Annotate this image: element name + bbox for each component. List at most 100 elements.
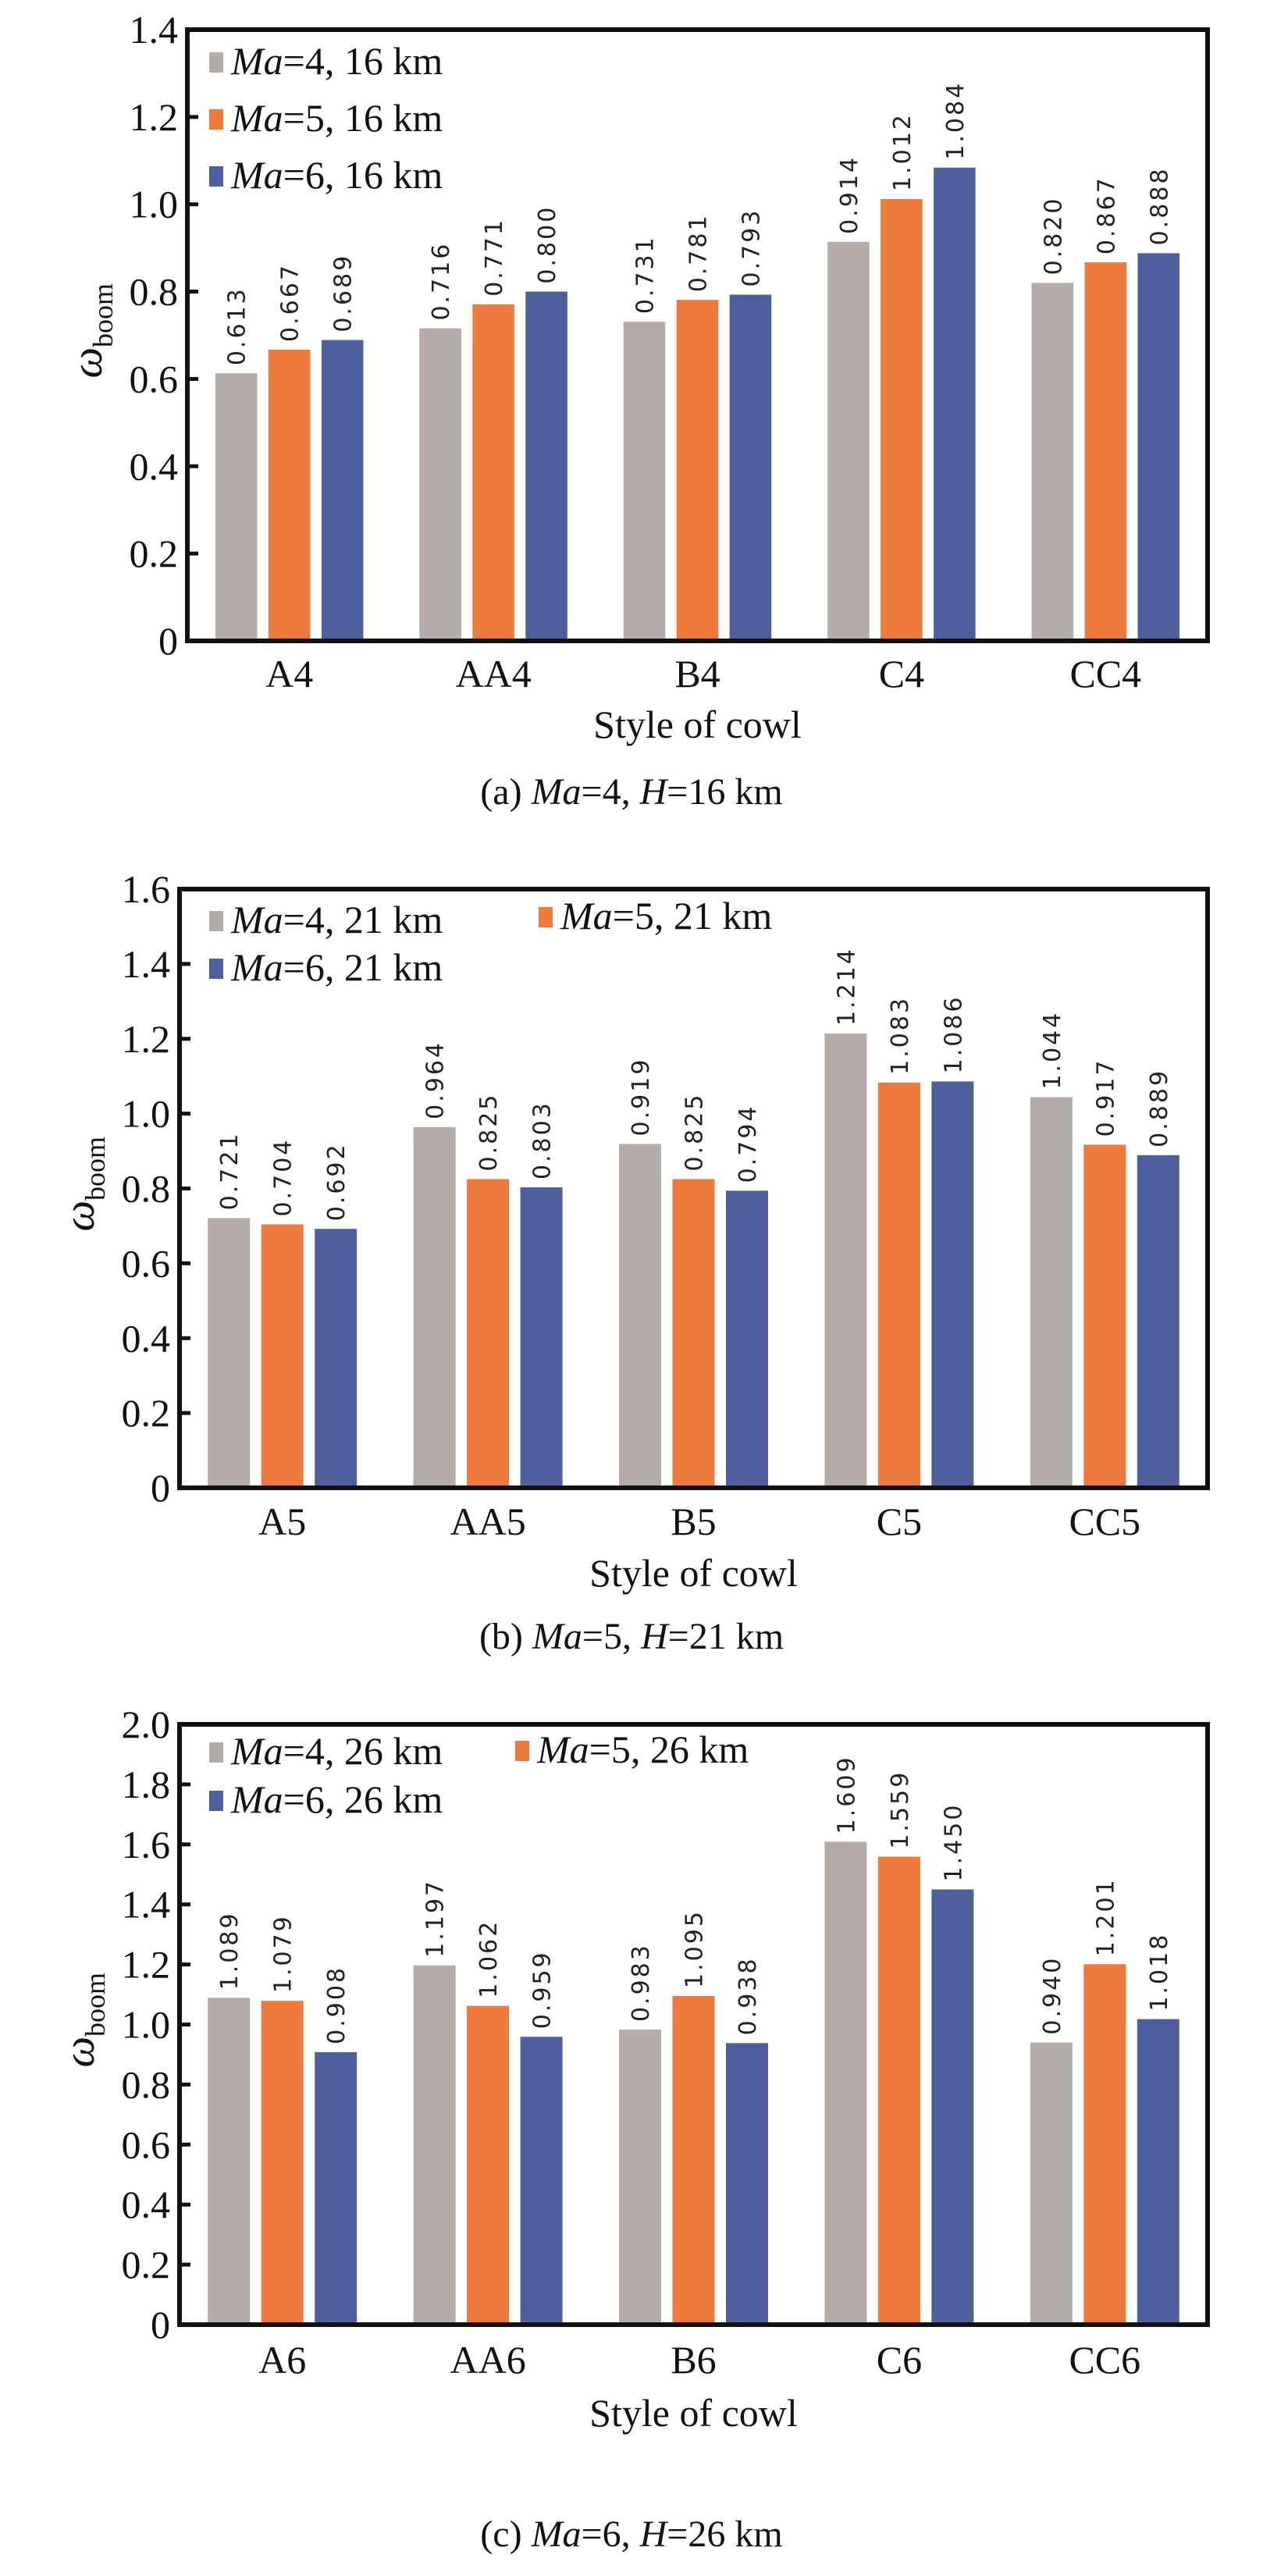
y-tick-label: 1.2 [122, 1017, 171, 1061]
y-axis-label: ωboom [55, 1973, 111, 2068]
bar [321, 340, 364, 641]
text-run: =6, 21 km [283, 945, 443, 989]
x-tick-label: B5 [671, 1500, 716, 1543]
bar [619, 2030, 662, 2325]
bar [931, 1081, 974, 1488]
text-run: =6, 16 km [283, 153, 443, 197]
data-label: 1.197 [422, 1879, 450, 1958]
data-label: 1.089 [216, 1911, 244, 1990]
data-label: 0.721 [216, 1131, 244, 1210]
bar [1083, 1144, 1126, 1488]
italic-run: Ma [531, 771, 582, 813]
data-label: 0.914 [836, 155, 863, 234]
y-tick-label: 0.8 [122, 1167, 171, 1211]
legend-label: Ma=4, 16 km [230, 39, 443, 83]
bar [729, 294, 772, 641]
bar [268, 349, 311, 641]
bar [261, 2001, 304, 2325]
bar [877, 1856, 920, 2325]
bar [525, 291, 567, 641]
data-label: 0.867 [1093, 176, 1120, 254]
x-tick-label: C6 [877, 2338, 922, 2382]
bar [472, 304, 514, 641]
bar [1031, 283, 1074, 641]
text-run: (b) [479, 1616, 532, 1657]
data-label: 0.613 [224, 286, 251, 365]
y-axis-subscript: boom [80, 1973, 111, 2037]
x-axis-label: Style of cowl [589, 2391, 798, 2435]
x-tick-label: A4 [265, 652, 313, 696]
bar [824, 1034, 867, 1488]
text-run: (a) [480, 771, 531, 813]
bar [1084, 262, 1127, 641]
bar [215, 373, 258, 641]
data-label: 1.086 [940, 995, 967, 1074]
italic-run: Ma [230, 1729, 283, 1773]
bar [881, 199, 923, 641]
data-label: 0.803 [529, 1101, 557, 1179]
italic-run: Ma [230, 945, 283, 989]
legend-label: Ma=5, 26 km [536, 1727, 749, 1771]
bar [619, 1144, 662, 1488]
bar [1137, 253, 1180, 641]
legend-swatch [539, 907, 553, 927]
data-label: 1.095 [681, 1909, 709, 1988]
data-label: 1.450 [940, 1803, 967, 1882]
legend-label: Ma=4, 21 km [230, 898, 443, 941]
legend-item: Ma=6, 26 km [209, 1777, 443, 1821]
italic-run: H [639, 771, 669, 813]
y-tick-label: 0 [151, 2303, 170, 2347]
bar [1083, 1964, 1126, 2325]
text-run: =5, 21 km [613, 894, 773, 938]
y-tick-label: 0 [158, 619, 178, 663]
x-tick-label: CC4 [1069, 652, 1141, 696]
panel-caption: (a) Ma=4, H=16 km [480, 771, 782, 813]
bar [467, 2005, 510, 2325]
legend-swatch [209, 1742, 223, 1763]
data-label: 0.908 [323, 1966, 350, 2044]
y-tick-label: 1.0 [130, 183, 179, 226]
x-tick-label: C4 [879, 652, 924, 696]
italic-run: Ma [230, 96, 283, 140]
x-tick-label: A5 [258, 1500, 306, 1543]
plot-frame [185, 27, 1210, 643]
data-label: 1.079 [270, 1914, 297, 1993]
legend-swatch [515, 1741, 529, 1761]
bar [934, 167, 976, 642]
bar [1030, 2042, 1073, 2325]
data-label: 1.083 [887, 996, 914, 1075]
text-run: =4, [582, 771, 640, 813]
bar [725, 2043, 768, 2325]
y-axis-label: ωboom [63, 283, 119, 379]
panel-caption: (c) Ma=6, H=26 km [480, 2514, 782, 2555]
y-tick-label: 1.0 [122, 2003, 171, 2047]
bar [676, 300, 719, 641]
legend-item: Ma=4, 16 km [209, 39, 443, 83]
legend-swatch [209, 52, 223, 73]
data-label: 0.820 [1040, 196, 1067, 275]
data-label: 1.084 [942, 81, 969, 160]
data-label: 0.889 [1146, 1069, 1173, 1147]
text-run: =5, [582, 1616, 641, 1657]
text-run: =4, 26 km [283, 1729, 443, 1773]
y-axis-subscript: boom [87, 283, 119, 347]
data-label: 0.692 [323, 1142, 350, 1221]
bar [413, 1965, 456, 2325]
bar [1137, 1155, 1179, 1488]
y-tick-label: 1.2 [122, 1943, 171, 1987]
legend-swatch [209, 911, 223, 931]
data-label: 0.781 [685, 213, 713, 292]
bar [315, 2051, 358, 2325]
italic-run: H [640, 1616, 670, 1657]
y-axis-symbol: ω [63, 347, 112, 379]
legend-item: Ma=4, 26 km [209, 1729, 443, 1773]
y-tick-label: 0.6 [122, 2122, 171, 2166]
bar [623, 322, 666, 641]
x-tick-label: AA6 [450, 2338, 525, 2382]
bar [1030, 1097, 1073, 1488]
legend-swatch [209, 959, 223, 979]
data-label: 0.716 [428, 242, 455, 321]
y-tick-label: 0.8 [130, 270, 179, 314]
bar [931, 1889, 974, 2325]
data-label: 0.888 [1146, 166, 1173, 245]
